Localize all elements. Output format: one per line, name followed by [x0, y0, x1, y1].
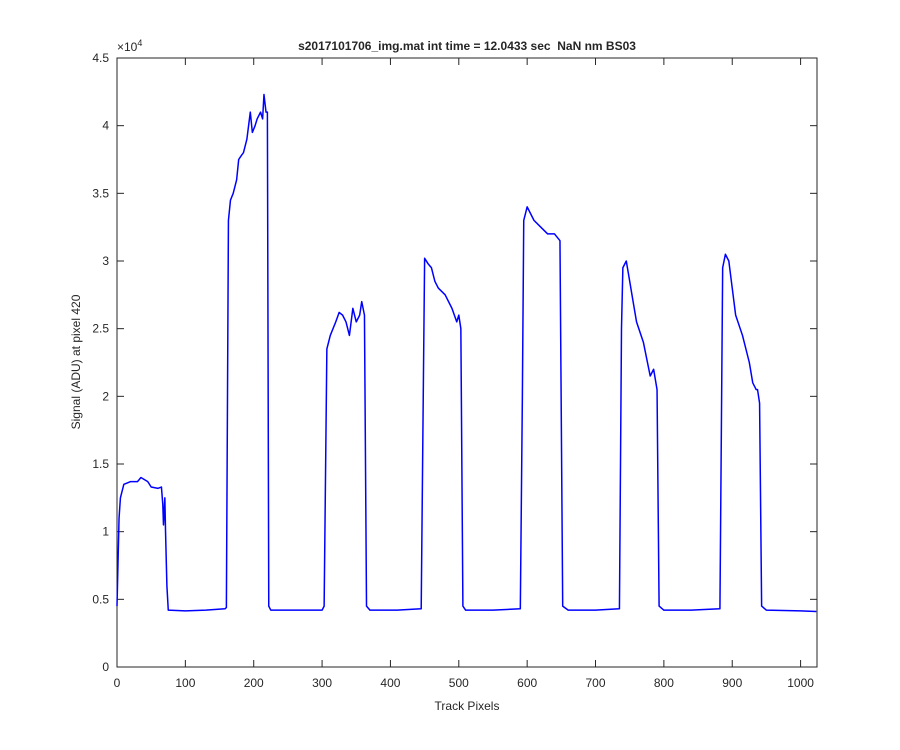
y-tick-label: 1	[102, 525, 109, 539]
y-tick-label: 3.5	[92, 186, 109, 200]
y-tick-label: 0	[102, 660, 109, 674]
x-tick-label: 500	[449, 676, 469, 690]
x-tick-label: 800	[654, 676, 674, 690]
x-tick-label: 100	[175, 676, 195, 690]
x-tick-label: 0	[114, 676, 121, 690]
y-tick-label: 0.5	[92, 592, 109, 606]
x-tick-label: 600	[517, 676, 537, 690]
y-tick-label: 1.5	[92, 457, 109, 471]
y-tick-label: 4	[102, 119, 109, 133]
x-tick-label: 400	[380, 676, 400, 690]
x-tick-label: 700	[586, 676, 606, 690]
y-tick-label: 2.5	[92, 322, 109, 336]
x-tick-label: 1000	[787, 676, 814, 690]
y-tick-label: 3	[102, 254, 109, 268]
x-tick-label: 900	[722, 676, 742, 690]
y-multiplier-exponent: 4	[137, 38, 142, 48]
y-multiplier: ×104	[117, 38, 142, 54]
data-line	[116, 93, 817, 613]
x-tick-label: 200	[244, 676, 264, 690]
x-tick-label: 300	[312, 676, 332, 690]
y-axis-label: Signal (ADU) at pixel 420	[69, 294, 83, 429]
plot-area	[116, 57, 818, 668]
chart-title: s2017101706_img.mat int time = 12.0433 s…	[298, 39, 636, 53]
y-tick-label: 4.5	[92, 51, 109, 65]
y-tick-label: 2	[102, 389, 109, 403]
x-axis-label: Track Pixels	[435, 699, 500, 713]
y-multiplier-base: ×10	[117, 40, 138, 54]
